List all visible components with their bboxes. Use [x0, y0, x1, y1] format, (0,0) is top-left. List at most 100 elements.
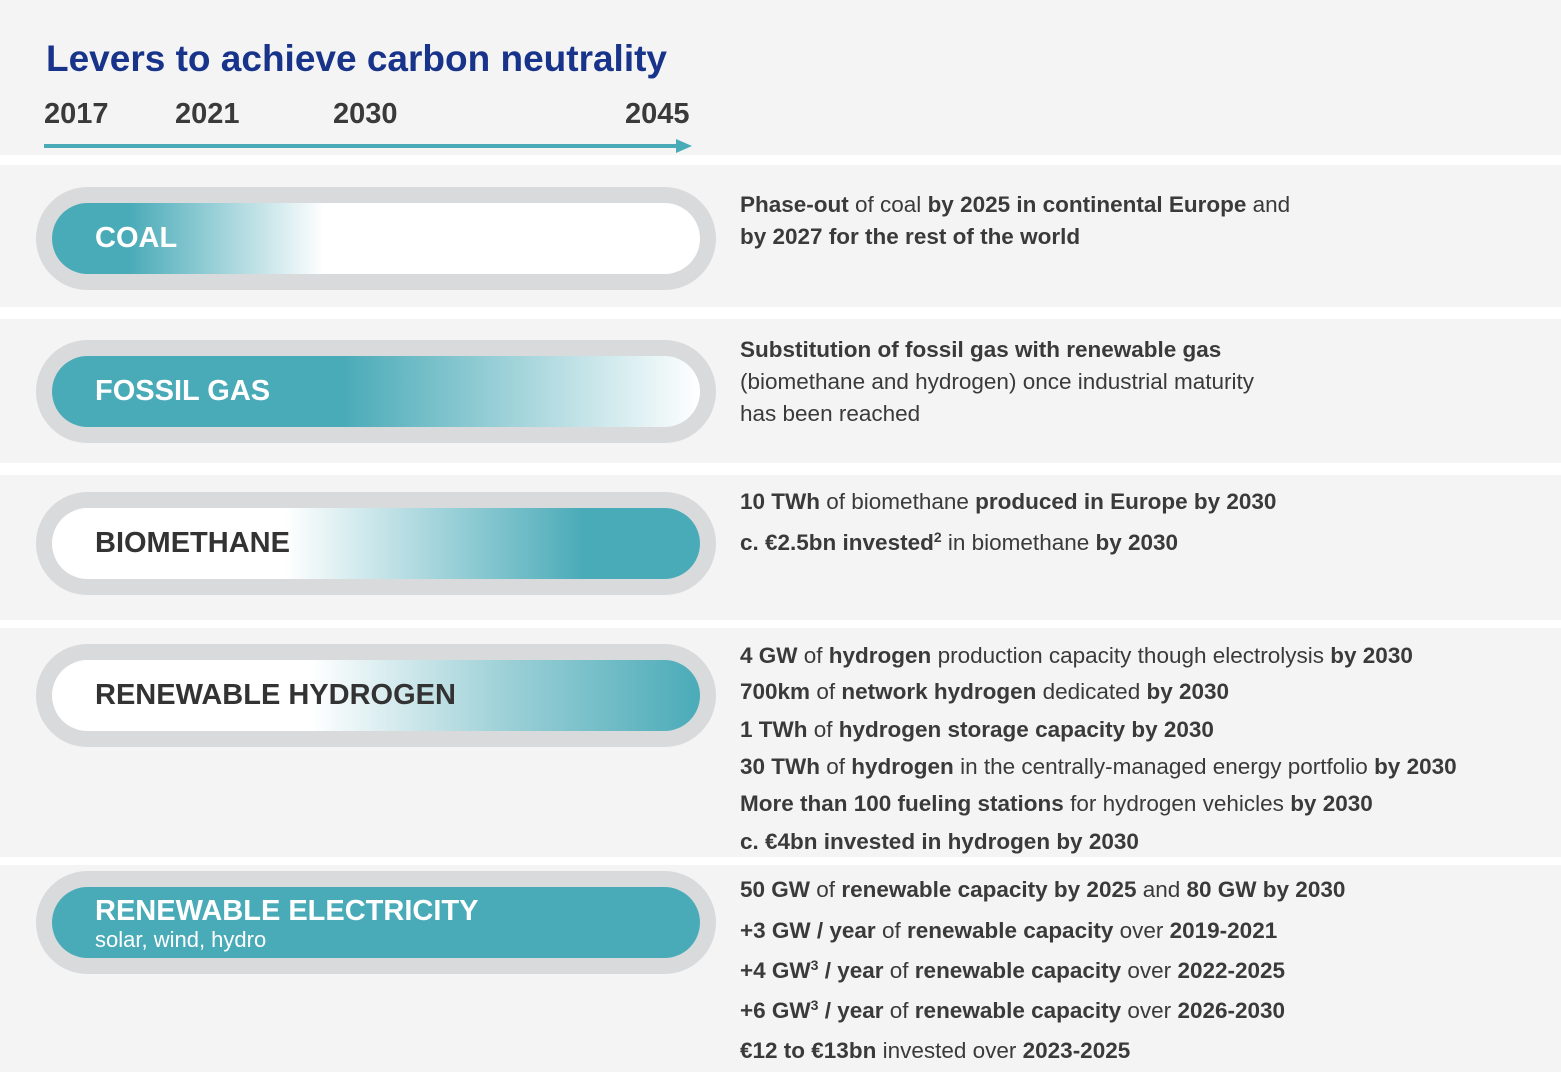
superscript: 3 [810, 957, 819, 973]
text-run: over [1113, 918, 1170, 943]
text-run: 2019-2021 [1169, 918, 1278, 943]
detail-line: c. €4bn invested in hydrogen by 2030 [740, 829, 1139, 855]
text-run: c. €4bn invested in hydrogen by 2030 [740, 829, 1139, 854]
text-run: c. €2.5bn invested [740, 530, 934, 555]
superscript: 2 [933, 529, 942, 545]
text-run: by 2030 [1146, 679, 1230, 704]
text-run: (biomethane and hydrogen) once industria… [740, 369, 1255, 394]
text-run: 4 GW [740, 643, 798, 668]
timeline-year: 2021 [175, 98, 240, 130]
text-run: +4 GW [740, 958, 811, 983]
text-run: 700km [740, 679, 811, 704]
detail-line: More than 100 fueling stations for hydro… [740, 791, 1373, 817]
text-run: production capacity though electrolysis [931, 643, 1331, 668]
detail-line: Substitution of fossil gas with renewabl… [740, 337, 1221, 363]
text-run: 50 GW [740, 877, 811, 902]
detail-line: 4 GW of hydrogen production capacity tho… [740, 643, 1413, 669]
superscript: 3 [810, 997, 819, 1013]
pill-label: RENEWABLE ELECTRICITY [95, 895, 479, 927]
text-run: renewable capacity by 2025 [841, 877, 1137, 902]
text-run: by 2030 [1374, 754, 1457, 779]
text-run: Substitution of fossil gas with renewabl… [740, 337, 1222, 362]
pill: RENEWABLE ELECTRICITY solar, wind, hydro [36, 871, 716, 974]
text-run: by 2030 [1330, 643, 1413, 668]
text-run: of [807, 717, 839, 742]
text-run: produced in Europe by 2030 [975, 489, 1277, 514]
text-run: renewable capacity [914, 958, 1122, 983]
text-run: / year [818, 998, 884, 1023]
timeline-arrow [44, 139, 692, 153]
text-run: +3 GW / year [740, 918, 876, 943]
text-run: renewable capacity [914, 998, 1122, 1023]
detail-line: 700km of network hydrogen dedicated by 2… [740, 679, 1229, 705]
pill-inner: BIOMETHANE [52, 508, 700, 579]
text-run: hydrogen [828, 643, 932, 668]
text-run: renewable capacity [906, 918, 1114, 943]
text-run: for hydrogen vehicles [1063, 791, 1291, 816]
text-run: Phase-out [740, 192, 849, 217]
pill-label: RENEWABLE HYDROGEN [95, 679, 456, 711]
text-run: hydrogen storage capacity by 2030 [838, 717, 1214, 742]
text-run: +6 GW [740, 998, 811, 1023]
text-run: and [1246, 192, 1291, 217]
detail-line: c. €2.5bn invested2 in biomethane by 203… [740, 530, 1178, 556]
pill: FOSSIL GAS [36, 340, 716, 443]
detail-line: (biomethane and hydrogen) once industria… [740, 369, 1254, 395]
text-run: of [883, 998, 915, 1023]
text-run: by 2027 for the rest of the world [740, 224, 1081, 249]
pill-subtitle: solar, wind, hydro [95, 927, 267, 952]
detail-line: has been reached [740, 401, 920, 427]
text-run: 80 GW by 2030 [1186, 877, 1346, 902]
text-run: has been reached [740, 401, 921, 426]
text-run: of biomethane [820, 489, 976, 514]
text-run: over [1121, 998, 1178, 1023]
timeline-year: 2045 [625, 98, 690, 130]
text-run: 10 TWh [740, 489, 821, 514]
text-run: network hydrogen [841, 679, 1037, 704]
text-run: over [1121, 958, 1178, 983]
text-run: 2026-2030 [1177, 998, 1286, 1023]
timeline-year: 2030 [333, 98, 398, 130]
text-run: of [797, 643, 829, 668]
detail-line: 50 GW of renewable capacity by 2025 and … [740, 877, 1345, 903]
text-run: dedicated [1036, 679, 1147, 704]
text-run: 2023-2025 [1022, 1038, 1131, 1063]
pill-inner: RENEWABLE HYDROGEN [52, 660, 700, 731]
text-run: / year [818, 958, 884, 983]
detail-line: +3 GW / year of renewable capacity over … [740, 918, 1277, 944]
detail-line: 1 TWh of hydrogen storage capacity by 20… [740, 717, 1214, 743]
text-run: 2022-2025 [1177, 958, 1286, 983]
text-run: of [820, 754, 852, 779]
pill-inner: RENEWABLE ELECTRICITY solar, wind, hydro [52, 887, 700, 958]
timeline-year: 2017 [44, 98, 109, 130]
pill-label: BIOMETHANE [95, 527, 290, 559]
detail-line: 30 TWh of hydrogen in the centrally-mana… [740, 754, 1457, 780]
detail-line: Phase-out of coal by 2025 in continental… [740, 192, 1290, 218]
text-run: and [1136, 877, 1187, 902]
detail-line: +6 GW3 / year of renewable capacity over… [740, 998, 1285, 1024]
pill-label: FOSSIL GAS [95, 375, 271, 407]
text-run: by 2030 [1095, 530, 1179, 555]
pill-inner: FOSSIL GAS [52, 356, 700, 427]
pill-inner: COAL [52, 203, 700, 274]
text-run: 30 TWh [740, 754, 821, 779]
text-run: of [875, 918, 907, 943]
pill: BIOMETHANE [36, 492, 716, 595]
pill: RENEWABLE HYDROGEN [36, 644, 716, 747]
pill: COAL [36, 187, 716, 290]
title: Levers to achieve carbon neutrality [46, 38, 668, 79]
text-run: More than 100 fueling stations [740, 791, 1064, 816]
text-run: of [883, 958, 915, 983]
detail-line: by 2027 for the rest of the world [740, 224, 1080, 250]
text-run: by 2030 [1290, 791, 1373, 816]
text-run: 1 TWh [740, 717, 808, 742]
detail-line: 10 TWh of biomethane produced in Europe … [740, 489, 1276, 515]
text-run: invested over [876, 1038, 1023, 1063]
text-run: €12 to €13bn [740, 1038, 877, 1063]
detail-line: €12 to €13bn invested over 2023-2025 [740, 1038, 1130, 1064]
text-run: of [810, 877, 842, 902]
text-run: by 2025 in continental Europe [927, 192, 1247, 217]
detail-line: +4 GW3 / year of renewable capacity over… [740, 958, 1285, 984]
